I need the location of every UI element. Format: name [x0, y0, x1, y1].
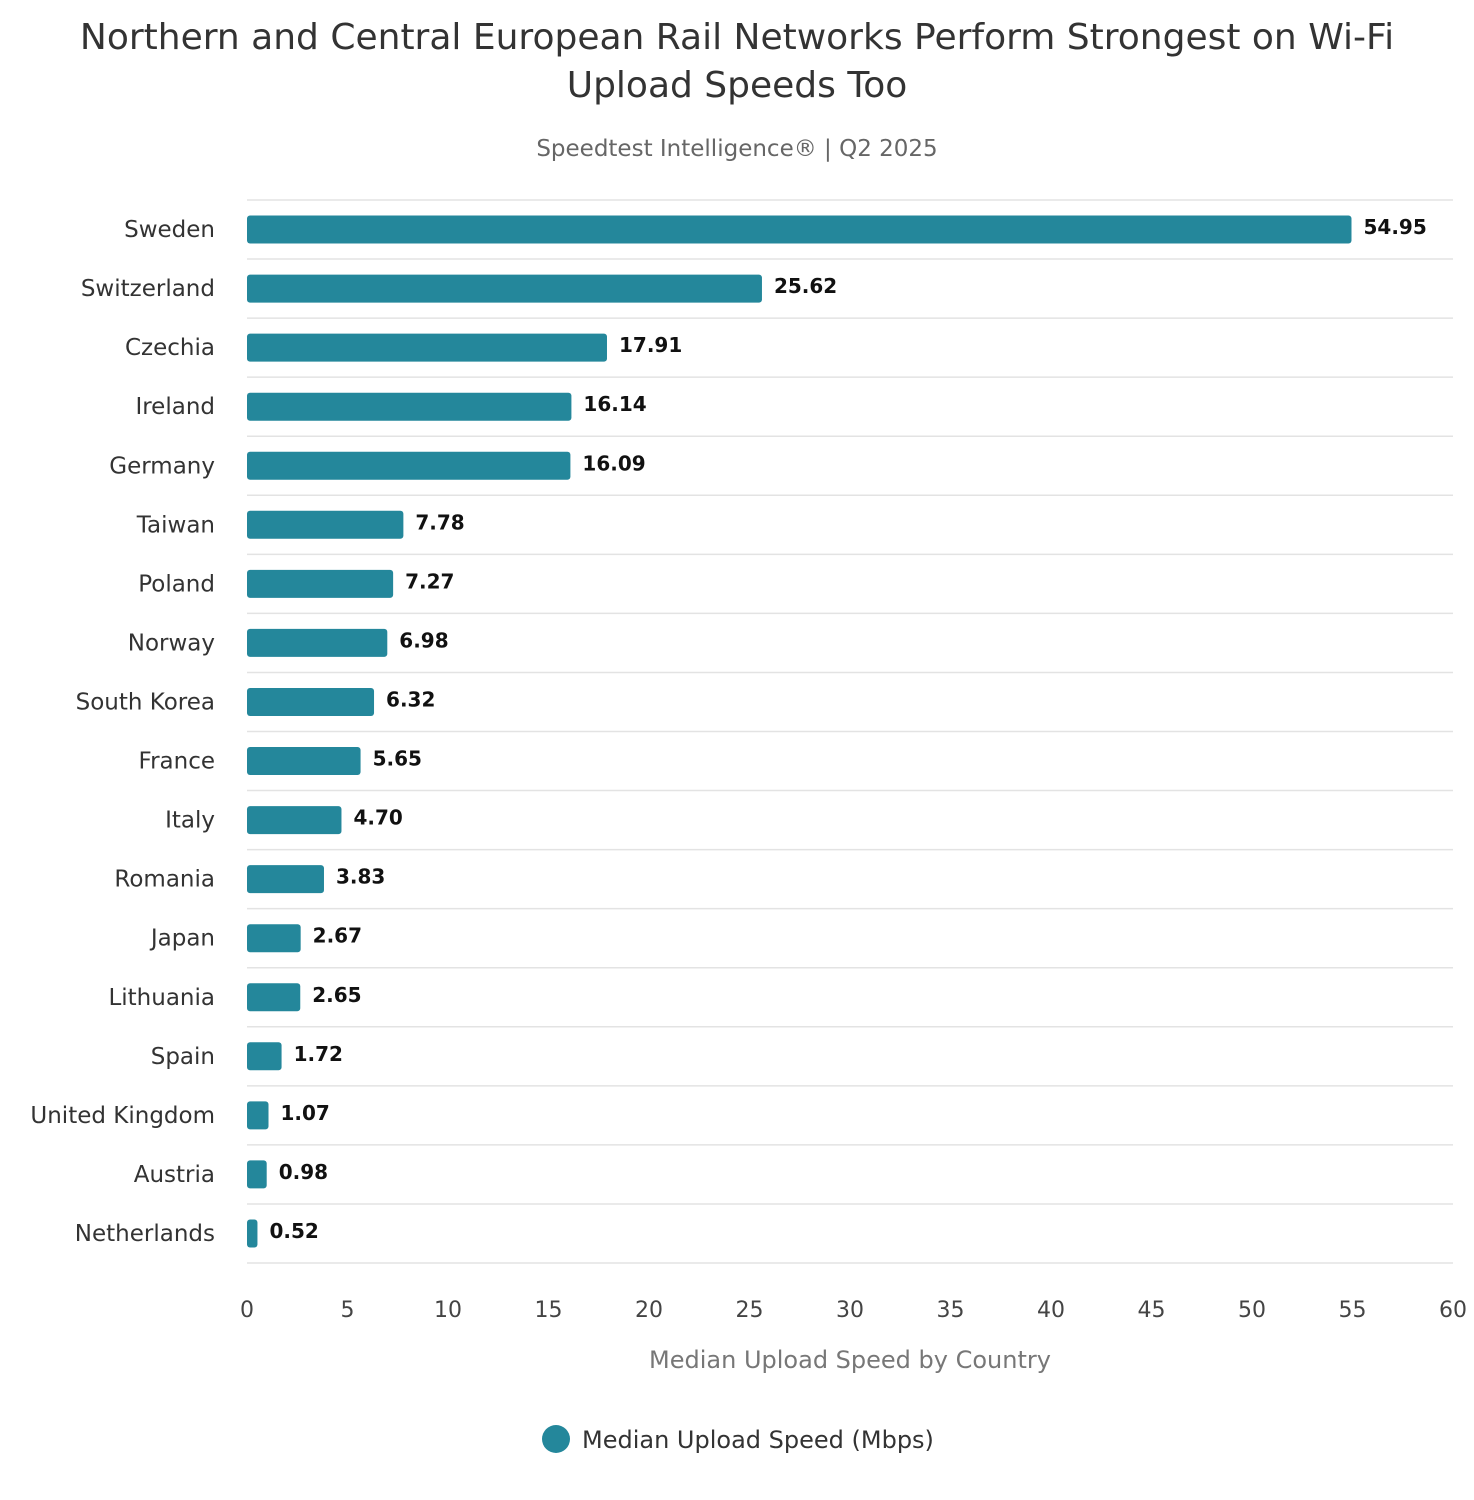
y-tick-label: Germany: [109, 453, 215, 479]
y-tick-label: Sweden: [124, 217, 215, 243]
x-tick-label: 40: [1037, 1298, 1065, 1323]
x-tick-label: 20: [635, 1298, 663, 1323]
value-label: 1.72: [294, 1042, 343, 1066]
value-label: 6.32: [386, 687, 435, 711]
x-tick-label: 55: [1339, 1298, 1367, 1323]
x-tick-label: 50: [1238, 1298, 1266, 1323]
value-label: 6.98: [399, 628, 448, 652]
x-tick-label: 25: [736, 1298, 764, 1323]
y-tick-label: Norway: [128, 630, 215, 656]
bar: [247, 983, 301, 1012]
value-label: 16.09: [582, 451, 645, 475]
bar: [247, 747, 361, 776]
y-tick-label: Switzerland: [81, 276, 215, 302]
y-tick-label: United Kingdom: [30, 1103, 215, 1129]
y-tick-label: Romania: [114, 867, 215, 893]
bar: [247, 333, 607, 362]
bar: [247, 1101, 269, 1130]
x-tick-label: 0: [240, 1298, 254, 1323]
x-tick-label: 30: [836, 1298, 864, 1323]
bar: [247, 865, 324, 894]
bar: [247, 392, 572, 421]
legend-marker: [542, 1425, 570, 1453]
value-label: 1.07: [281, 1101, 330, 1125]
value-label: 7.78: [415, 510, 464, 534]
y-tick-label: Taiwan: [136, 512, 215, 538]
value-label: 54.95: [1363, 215, 1426, 239]
value-label: 2.65: [312, 983, 361, 1007]
bar: [247, 215, 1352, 244]
bar: [247, 628, 388, 657]
bar: [247, 924, 301, 953]
y-tick-label: Czechia: [125, 335, 215, 361]
y-tick-label: Poland: [138, 571, 215, 597]
x-tick-label: 5: [341, 1298, 355, 1323]
y-tick-label: South Korea: [76, 689, 215, 715]
bar: [247, 451, 571, 480]
chart-title: Northern and Central European Rail Netwo…: [79, 17, 1395, 106]
y-tick-label: Italy: [165, 808, 215, 834]
y-tick-label: Lithuania: [108, 985, 215, 1011]
bar: [247, 274, 762, 303]
bar: [247, 687, 375, 716]
y-tick-label: Japan: [149, 926, 215, 952]
value-label: 7.27: [405, 569, 454, 593]
bar: [247, 1160, 267, 1189]
value-label: 2.67: [313, 924, 362, 948]
value-label: 0.52: [269, 1219, 318, 1243]
value-label: 16.14: [583, 392, 646, 416]
x-tick-label: 15: [535, 1298, 563, 1323]
y-tick-label: France: [139, 749, 215, 775]
y-tick-label: Ireland: [135, 394, 215, 420]
value-label: 0.98: [279, 1160, 328, 1184]
value-label: 5.65: [373, 747, 422, 771]
bar: [247, 510, 404, 539]
bar: [247, 569, 394, 598]
x-tick-label: 35: [937, 1298, 965, 1323]
x-tick-label: 10: [434, 1298, 462, 1323]
value-label: 17.91: [619, 333, 682, 357]
legend-label: Median Upload Speed (Mbps): [582, 1426, 934, 1454]
value-label: 3.83: [336, 865, 385, 889]
x-tick-label: 60: [1439, 1298, 1467, 1323]
x-tick-label: 45: [1138, 1298, 1166, 1323]
bar: [247, 1042, 282, 1071]
y-tick-label: Austria: [134, 1162, 215, 1188]
y-tick-label: Spain: [151, 1044, 215, 1070]
bar: [247, 806, 342, 835]
bar: [247, 1219, 258, 1248]
y-tick-label: Netherlands: [75, 1221, 215, 1247]
value-label: 25.62: [774, 274, 837, 298]
x-axis-title: Median Upload Speed by Country: [649, 1346, 1051, 1374]
value-label: 4.70: [353, 806, 402, 830]
chart-subtitle: Speedtest Intelligence® | Q2 2025: [536, 136, 938, 162]
